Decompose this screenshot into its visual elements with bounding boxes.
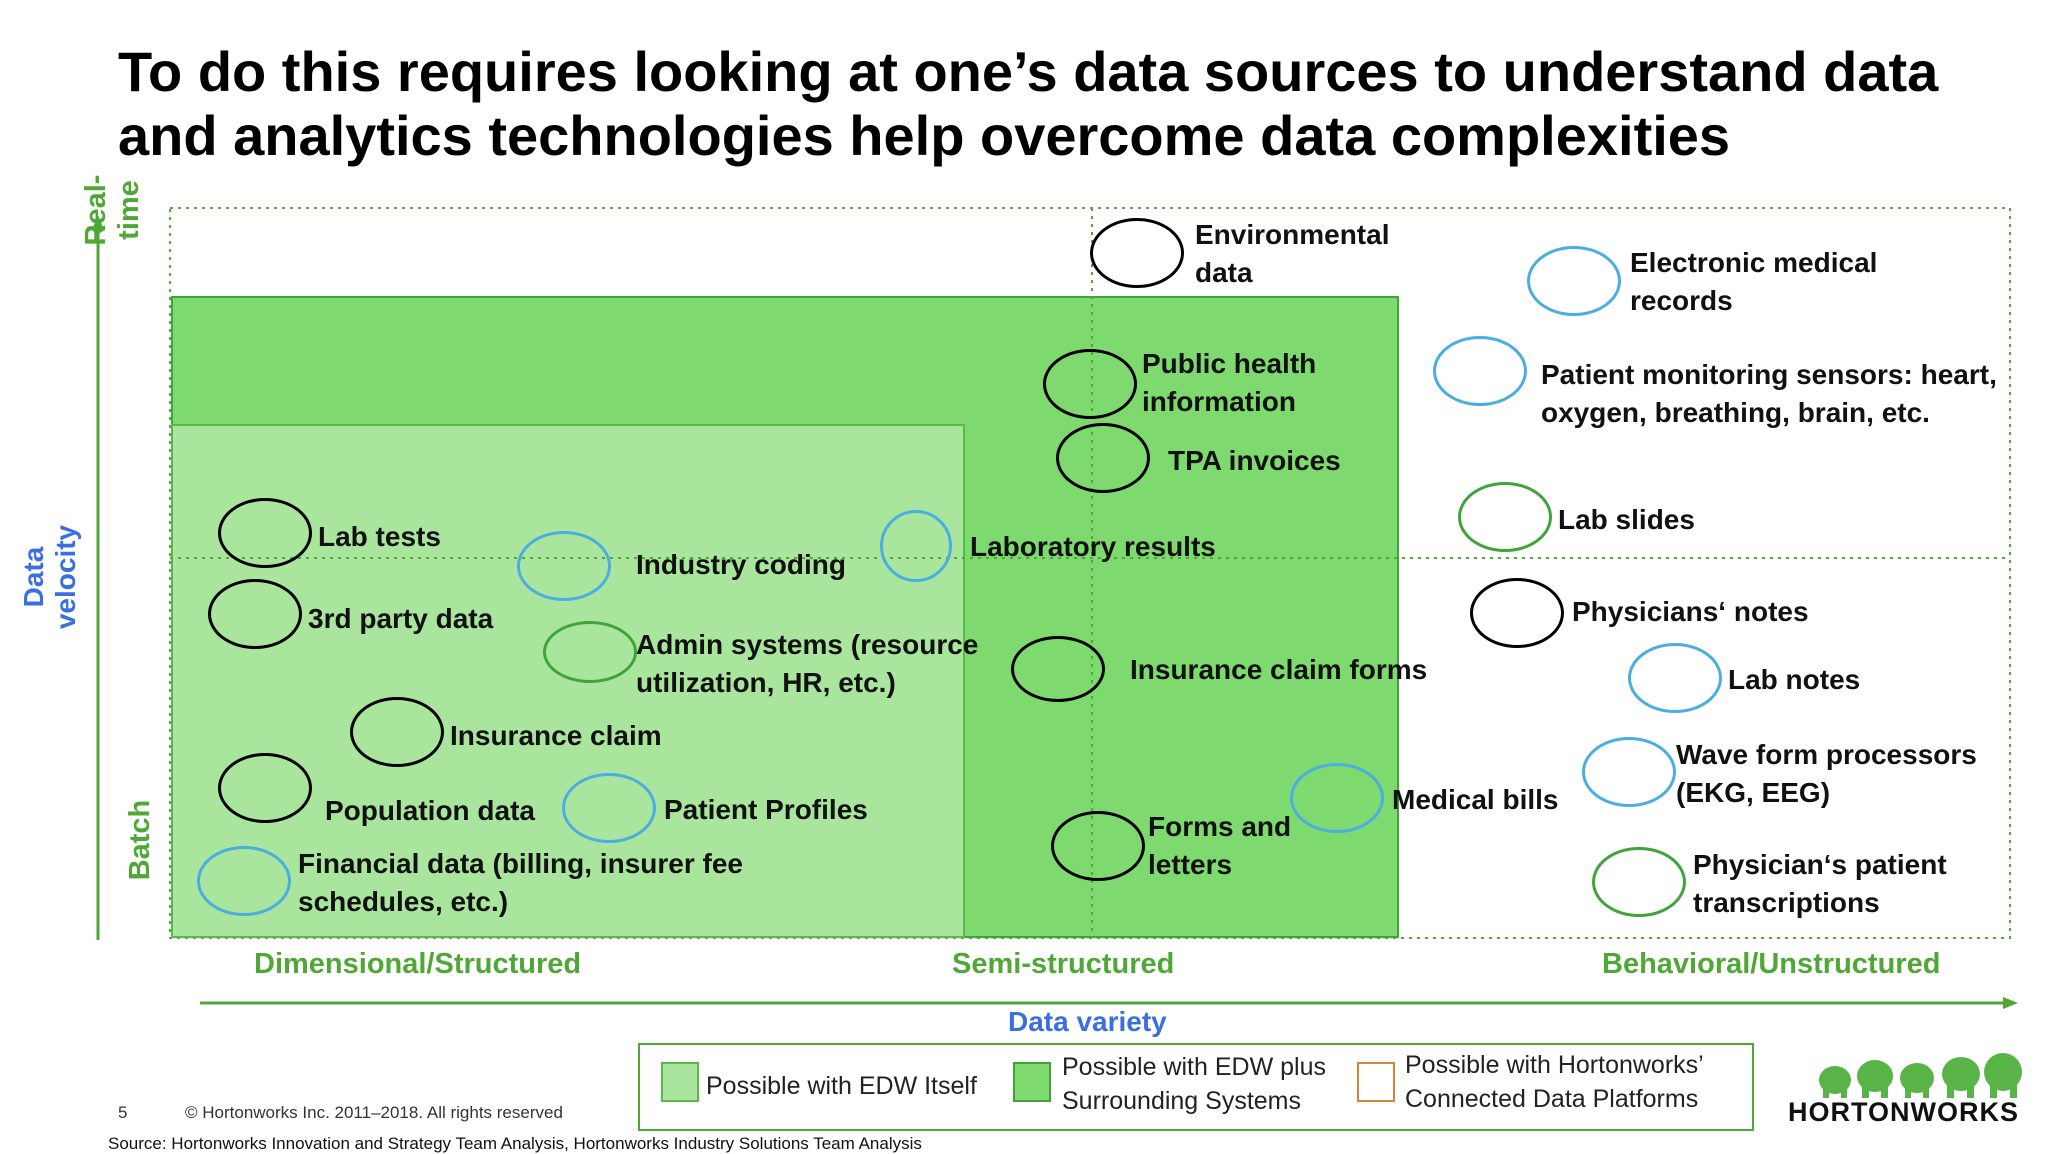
- laboratory-results-label: Laboratory results: [970, 531, 1216, 562]
- medical-bills-circle: [1290, 763, 1384, 833]
- legend-label-hw-1: Possible with Hortonworks’: [1405, 1051, 1704, 1079]
- financial-data-label: Financial data (billing, insurer fee sch…: [298, 848, 743, 917]
- physicians-notes-circle: [1470, 578, 1564, 648]
- edw-region: [171, 424, 965, 938]
- laboratory-results-circle: [880, 510, 952, 582]
- lab-slides-label: Lab slides: [1558, 504, 1695, 535]
- patient-profiles-label: Patient Profiles: [664, 794, 868, 825]
- insurance-claim-forms-circle: [1011, 636, 1105, 702]
- insurance-claim-forms-label: Insurance claim forms: [1130, 654, 1428, 685]
- y-axis-title: Data velocity: [18, 524, 81, 630]
- physicians-notes-label: Physicians‘ notes: [1572, 596, 1809, 627]
- emr-label: Electronic medical records: [1630, 247, 1878, 316]
- insurance-claim-label: Insurance claim: [450, 720, 662, 751]
- lab-slides-circle: [1458, 482, 1552, 552]
- y-axis-bottom-label: Batch: [124, 799, 156, 881]
- page-number: 5: [118, 1103, 128, 1122]
- legend-label-edw: Possible with EDW Itself: [706, 1072, 977, 1100]
- legend-swatch-edw-plus: [1013, 1062, 1051, 1102]
- physician-transcriptions-circle: [1592, 847, 1686, 917]
- x-axis-title: Data variety: [1008, 1006, 1167, 1037]
- third-party-circle: [208, 579, 302, 649]
- industry-coding-label: Industry coding: [636, 549, 846, 580]
- forms-letters-circle: [1051, 811, 1145, 881]
- admin-systems-label: Admin systems (resource utilization, HR,…: [636, 629, 979, 698]
- public-health-label: Public health information: [1142, 348, 1317, 417]
- lab-notes-circle: [1628, 643, 1722, 713]
- environmental-data-circle: [1090, 218, 1184, 288]
- copyright: © Hortonworks Inc. 2011–2018. All rights…: [185, 1103, 563, 1122]
- patient-profiles-circle: [562, 773, 656, 843]
- medical-bills-label: Medical bills: [1392, 784, 1559, 815]
- industry-coding-circle: [517, 531, 611, 601]
- lab-tests-circle: [218, 498, 312, 568]
- wave-form-label: Wave form processors (EKG, EEG): [1676, 739, 1977, 808]
- legend-box: [638, 1043, 1754, 1131]
- population-data-label: Population data: [325, 795, 535, 826]
- legend-swatch-edw: [661, 1062, 699, 1102]
- tpa-invoices-label: TPA invoices: [1168, 445, 1341, 476]
- x-axis-left-label: Dimensional/Structured: [254, 948, 582, 980]
- hortonworks-logo-text: HORTONWORKS: [1788, 1097, 2019, 1127]
- forms-letters-label: Forms and letters: [1148, 811, 1292, 880]
- admin-systems-circle: [543, 621, 637, 683]
- x-axis-arrowhead: [2003, 997, 2018, 1009]
- y-axis-top-label: Real-time: [80, 174, 145, 246]
- x-axis-mid-label: Semi-structured: [952, 948, 1175, 980]
- patient-monitoring-circle: [1433, 336, 1527, 406]
- emr-circle: [1527, 246, 1621, 316]
- legend-label-edw-plus-1: Possible with EDW plus: [1062, 1053, 1326, 1081]
- hortonworks-elephants-icon: [1819, 1053, 2022, 1098]
- legend-swatch-hortonworks: [1357, 1062, 1395, 1102]
- public-health-circle: [1043, 349, 1137, 419]
- tpa-invoices-circle: [1056, 423, 1150, 493]
- patient-monitoring-label: Patient monitoring sensors: heart, oxyge…: [1541, 359, 1997, 428]
- lab-tests-label: Lab tests: [318, 521, 441, 552]
- third-party-label: 3rd party data: [308, 603, 494, 634]
- population-data-circle: [218, 753, 312, 823]
- y-axis-arrowhead: [92, 215, 104, 230]
- legend-label-edw-plus-2: Surrounding Systems: [1062, 1087, 1302, 1115]
- x-axis-right-label: Behavioral/Unstructured: [1602, 948, 1941, 980]
- legend-label-hw-2: Connected Data Platforms: [1405, 1085, 1699, 1113]
- page-title: To do this requires looking at one’s dat…: [118, 40, 1939, 167]
- financial-data-circle: [197, 846, 291, 916]
- insurance-claim-circle: [350, 697, 444, 767]
- physician-transcriptions-label: Physician‘s patient transcriptions: [1693, 849, 1947, 918]
- wave-form-circle: [1582, 737, 1676, 807]
- source-note: Source: Hortonworks Innovation and Strat…: [108, 1134, 922, 1153]
- environmental-data-label: Environmental data: [1195, 219, 1390, 288]
- lab-notes-label: Lab notes: [1728, 664, 1861, 695]
